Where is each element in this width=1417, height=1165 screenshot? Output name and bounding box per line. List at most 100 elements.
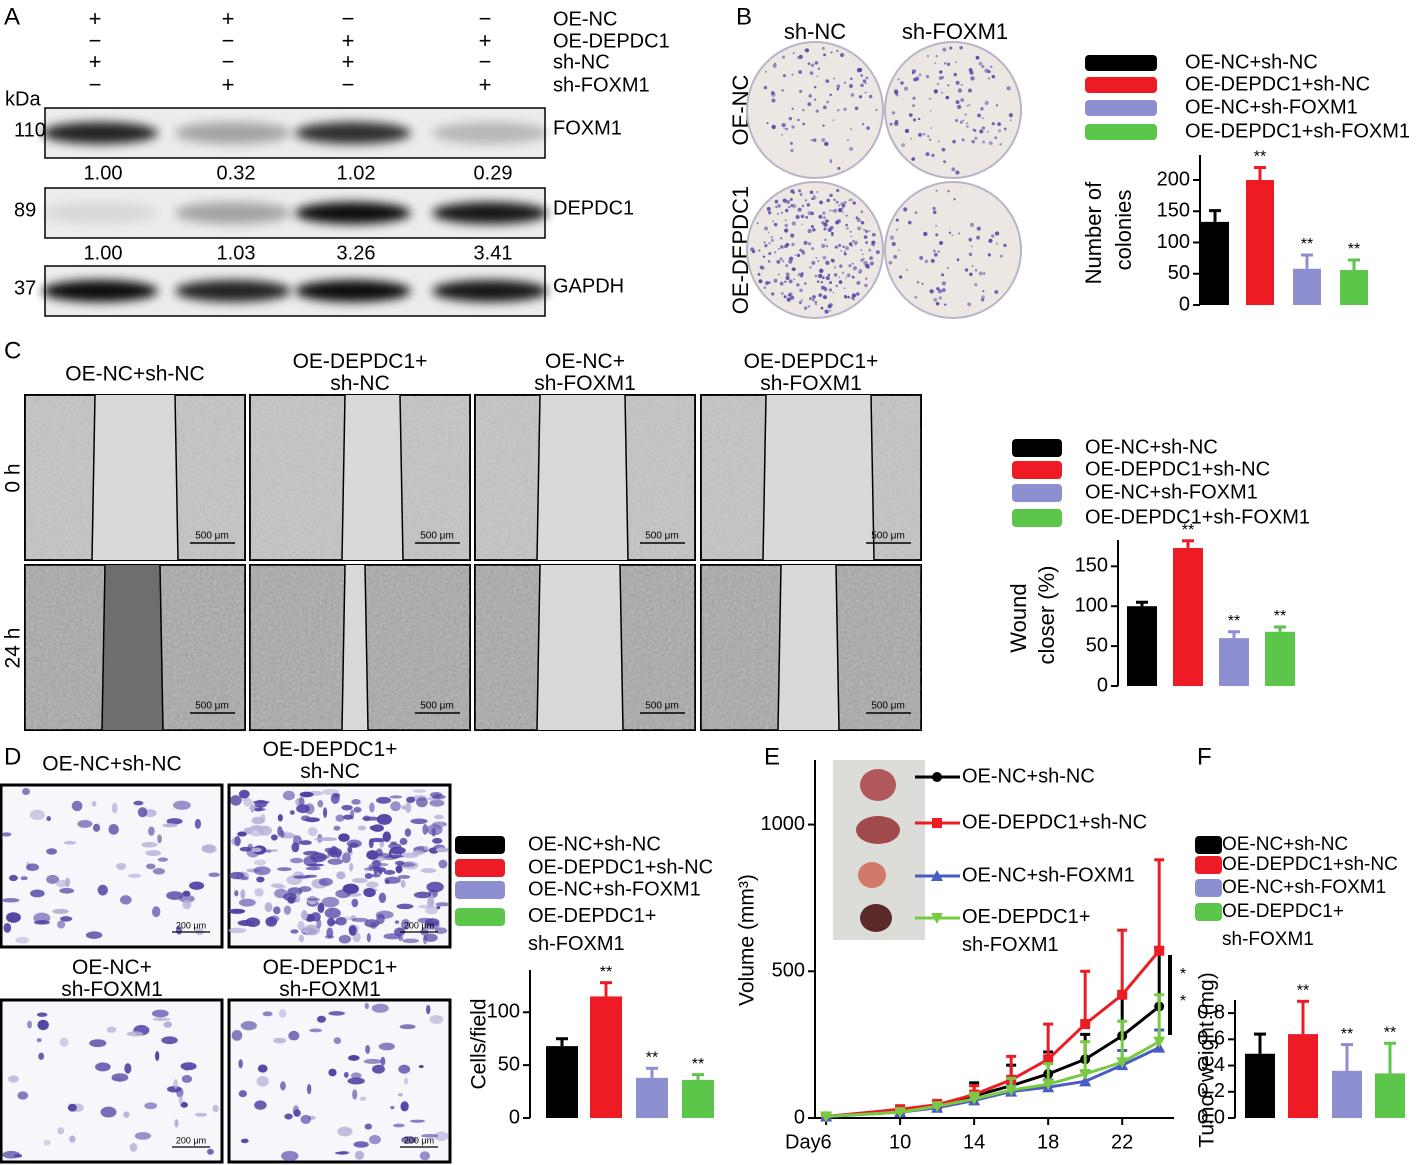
cell [36, 1038, 42, 1043]
cell [240, 889, 246, 900]
colony [1009, 119, 1012, 122]
colony [842, 211, 844, 214]
cell [364, 919, 380, 928]
colony [807, 102, 812, 107]
colony [912, 96, 916, 100]
colony [964, 268, 969, 272]
cell [353, 806, 362, 813]
y-tick-label: 0 [1097, 674, 1108, 696]
colony [851, 262, 854, 265]
colony [951, 167, 956, 172]
colony [797, 207, 802, 212]
condition-sign: + [342, 28, 355, 53]
colony [797, 118, 800, 122]
colony [825, 219, 829, 223]
bar [1245, 1053, 1275, 1118]
cell [71, 800, 83, 812]
colony [851, 275, 855, 279]
cell [152, 868, 166, 875]
legend-marker [932, 818, 942, 828]
colony [850, 93, 855, 97]
cell [336, 871, 346, 880]
colony [790, 204, 794, 207]
cell [129, 1143, 138, 1152]
colony [911, 157, 916, 161]
cell [366, 881, 379, 888]
cell [97, 884, 108, 896]
marker [968, 1093, 981, 1105]
scale-bar-label: 200 μm [404, 1135, 434, 1145]
colony [964, 113, 967, 116]
colony [768, 242, 771, 245]
colony [860, 74, 863, 77]
blot-band [175, 122, 291, 144]
significance: ** [692, 1056, 704, 1073]
colony [955, 119, 958, 122]
colony [813, 138, 817, 142]
cell [351, 917, 369, 923]
y-tick-label: 0 [794, 1106, 805, 1128]
cell [419, 1151, 431, 1161]
legend-label: OE-DEPDC1+sh-FOXM1 [1185, 120, 1410, 142]
colony [960, 84, 963, 86]
colony [810, 138, 814, 142]
cell [145, 863, 156, 870]
colony [849, 146, 854, 151]
bar [1127, 606, 1157, 686]
colony [988, 77, 991, 80]
colony [997, 122, 1001, 127]
cell [17, 1091, 29, 1100]
cell [326, 927, 334, 939]
significance: ** [1297, 983, 1309, 1000]
colony [947, 84, 950, 87]
cell [369, 802, 375, 813]
colony [777, 203, 781, 208]
cell [335, 916, 347, 926]
colony [771, 292, 775, 296]
cell [189, 881, 205, 890]
colony [807, 211, 812, 216]
colony [812, 228, 816, 232]
colony [803, 240, 808, 245]
colony [830, 231, 834, 235]
cell [349, 862, 354, 872]
colony [955, 170, 960, 175]
colony [832, 119, 835, 122]
cell [365, 1044, 371, 1055]
colony [822, 276, 825, 280]
tumor [860, 769, 896, 801]
cell [30, 889, 45, 898]
cell [410, 818, 428, 825]
colony [786, 199, 791, 204]
colony [856, 280, 861, 285]
cell [141, 841, 158, 848]
colony [836, 49, 839, 52]
band-quant: 1.02 [337, 162, 376, 184]
significance: ** [1348, 241, 1360, 258]
colony [763, 286, 767, 289]
colony [826, 198, 830, 203]
cell [341, 804, 353, 811]
colony [791, 221, 796, 226]
colony [838, 243, 842, 247]
cell [294, 892, 301, 903]
colony [792, 191, 795, 195]
colony [807, 62, 811, 65]
cell [55, 879, 68, 888]
cell [262, 1011, 273, 1017]
cell [46, 874, 60, 885]
wound-edge [619, 564, 624, 731]
colony [790, 233, 795, 238]
bar [1332, 1070, 1362, 1118]
legend-swatch [1012, 439, 1062, 457]
marker [820, 1111, 833, 1123]
colony [852, 239, 856, 244]
colony [835, 220, 840, 225]
colony [941, 281, 946, 286]
colony [943, 62, 947, 65]
colony [930, 258, 935, 263]
condition-sign: − [342, 6, 355, 31]
cell [111, 1073, 129, 1082]
cell [318, 877, 333, 886]
colony [823, 287, 828, 292]
